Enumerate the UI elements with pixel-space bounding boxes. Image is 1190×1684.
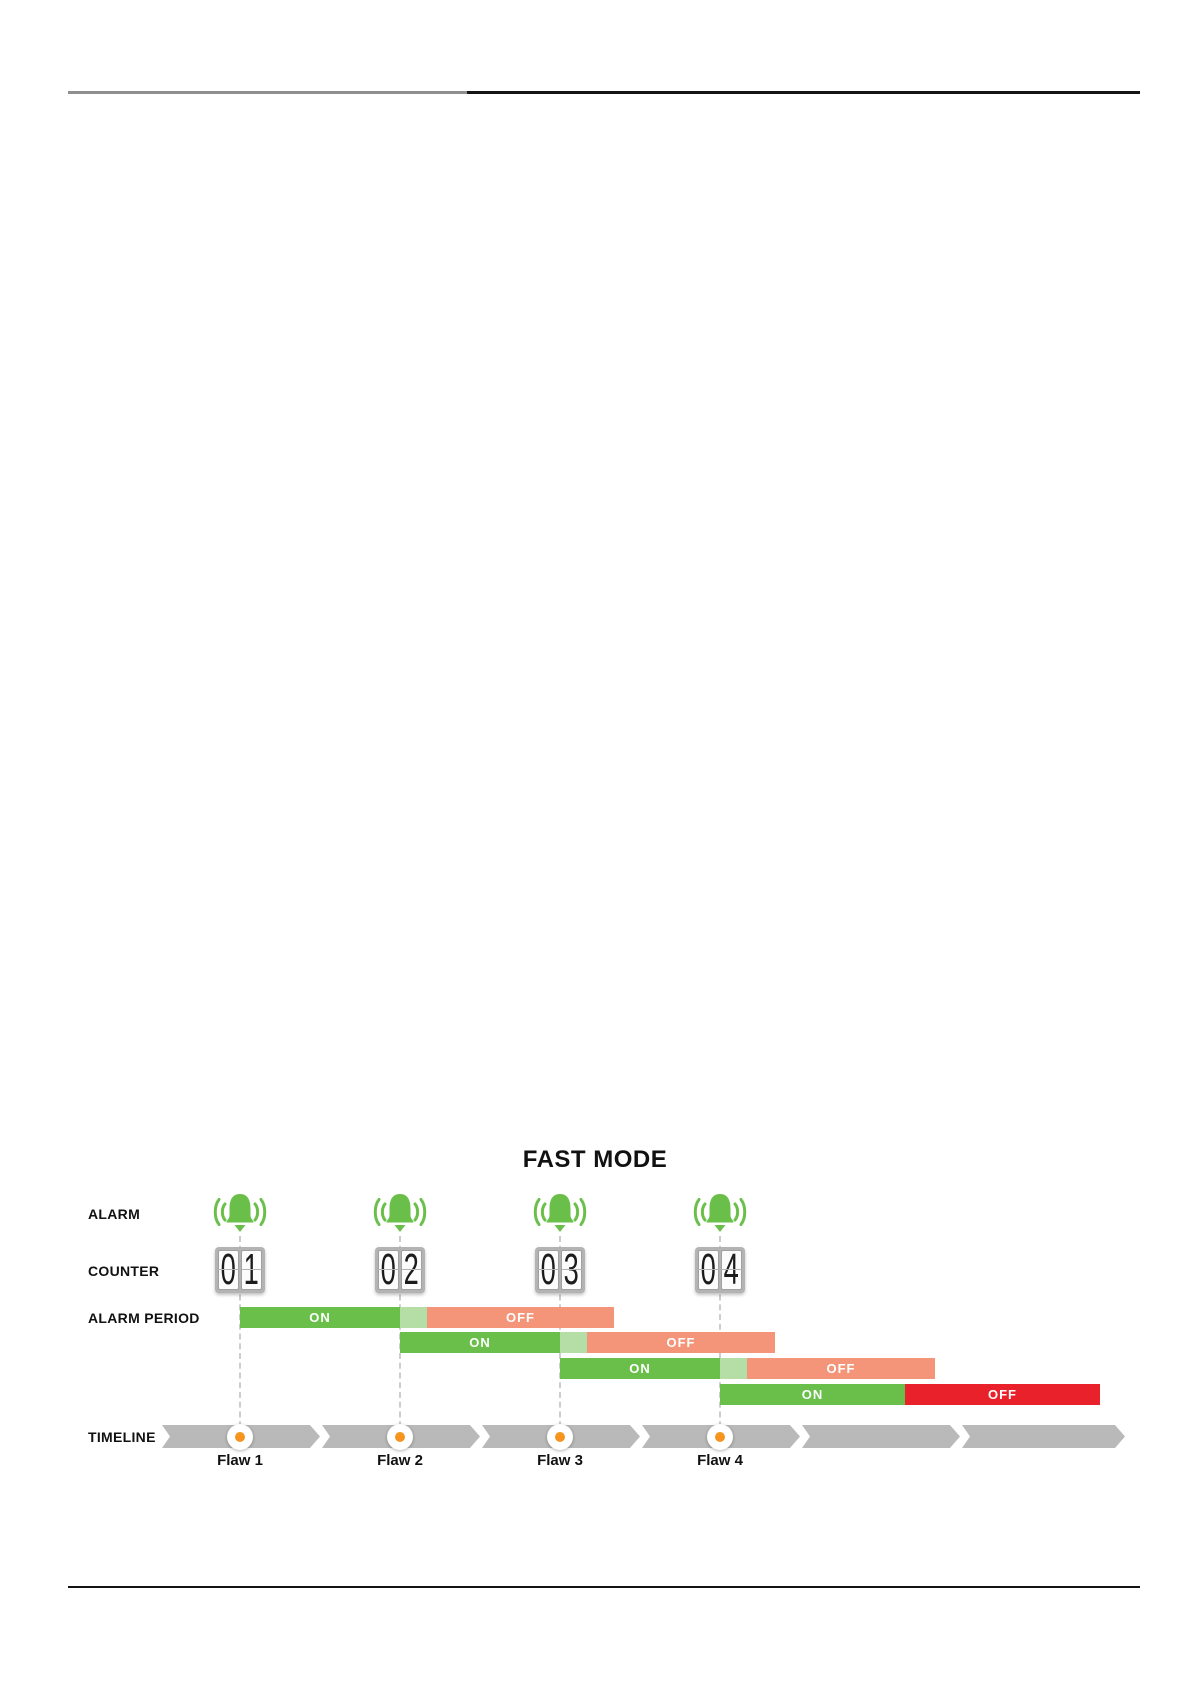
flip-counter: 0 2 bbox=[375, 1247, 425, 1293]
alarm-bell-icon bbox=[213, 1194, 267, 1232]
flip-hinge-line bbox=[217, 1269, 263, 1270]
timeline-event-marker bbox=[227, 1424, 253, 1450]
column-guide-line bbox=[239, 1236, 241, 1437]
counter-digit: 0 bbox=[538, 1250, 559, 1290]
timeline-event-label: Flaw 2 bbox=[377, 1452, 423, 1469]
alarm-bell-icon bbox=[693, 1194, 747, 1232]
counter-digit: 0 bbox=[218, 1250, 239, 1290]
footer-rule bbox=[68, 1586, 1140, 1588]
alarm-period-bar: ON OFF bbox=[720, 1384, 1100, 1405]
timeline-event-marker bbox=[387, 1424, 413, 1450]
marker-dot bbox=[715, 1432, 725, 1442]
counter-digit: 0 bbox=[698, 1250, 719, 1290]
flip-counter: 0 4 bbox=[695, 1247, 745, 1293]
on-segment: ON bbox=[400, 1332, 560, 1353]
flip-counter: 0 3 bbox=[535, 1247, 585, 1293]
flip-hinge-line bbox=[377, 1269, 423, 1270]
fade-segment bbox=[720, 1358, 747, 1379]
timeline-event-marker bbox=[547, 1424, 573, 1450]
alarm-row-label: ALARM bbox=[88, 1206, 141, 1222]
on-segment: ON bbox=[240, 1307, 400, 1328]
alarm-bell-icon bbox=[533, 1194, 587, 1232]
marker-dot bbox=[235, 1432, 245, 1442]
fade-segment bbox=[400, 1307, 427, 1328]
marker-dot bbox=[395, 1432, 405, 1442]
timeline-event-label: Flaw 4 bbox=[697, 1452, 743, 1469]
flip-hinge-line bbox=[697, 1269, 743, 1270]
timeline-row-label: TIMELINE bbox=[88, 1429, 156, 1445]
flip-hinge-line bbox=[537, 1269, 583, 1270]
alarm-period-bar: ON OFF bbox=[240, 1307, 614, 1328]
counter-row-label: COUNTER bbox=[88, 1263, 160, 1279]
timeline-band-arrow-segment bbox=[960, 1425, 1125, 1448]
off-segment: OFF bbox=[587, 1332, 775, 1353]
on-segment: ON bbox=[720, 1384, 905, 1405]
off-segment: OFF bbox=[905, 1384, 1100, 1405]
header-rule bbox=[68, 91, 1140, 94]
alarm-bell-icon bbox=[373, 1194, 427, 1232]
flip-counter: 0 1 bbox=[215, 1247, 265, 1293]
alarm-period-bar: ON OFF bbox=[400, 1332, 775, 1353]
counter-digit: 2 bbox=[401, 1250, 422, 1290]
counter-digit: 3 bbox=[561, 1250, 582, 1290]
timeline-event-label: Flaw 3 bbox=[537, 1452, 583, 1469]
diagram-title: FAST MODE bbox=[522, 1146, 668, 1173]
fade-segment bbox=[560, 1332, 587, 1353]
marker-dot bbox=[555, 1432, 565, 1442]
alarm-period-bar: ON OFF bbox=[560, 1358, 935, 1379]
timeline-event-marker bbox=[707, 1424, 733, 1450]
counter-digit: 1 bbox=[241, 1250, 262, 1290]
alarm-period-row-label: ALARM PERIOD bbox=[88, 1310, 200, 1326]
timeline-event-label: Flaw 1 bbox=[217, 1452, 263, 1469]
counter-digit: 4 bbox=[721, 1250, 742, 1290]
off-segment: OFF bbox=[427, 1307, 614, 1328]
counter-digit: 0 bbox=[378, 1250, 399, 1290]
timeline-band-segment bbox=[800, 1425, 960, 1448]
on-segment: ON bbox=[560, 1358, 720, 1379]
off-segment: OFF bbox=[747, 1358, 935, 1379]
